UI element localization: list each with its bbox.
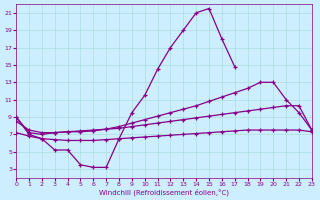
X-axis label: Windchill (Refroidissement éolien,°C): Windchill (Refroidissement éolien,°C): [99, 188, 229, 196]
